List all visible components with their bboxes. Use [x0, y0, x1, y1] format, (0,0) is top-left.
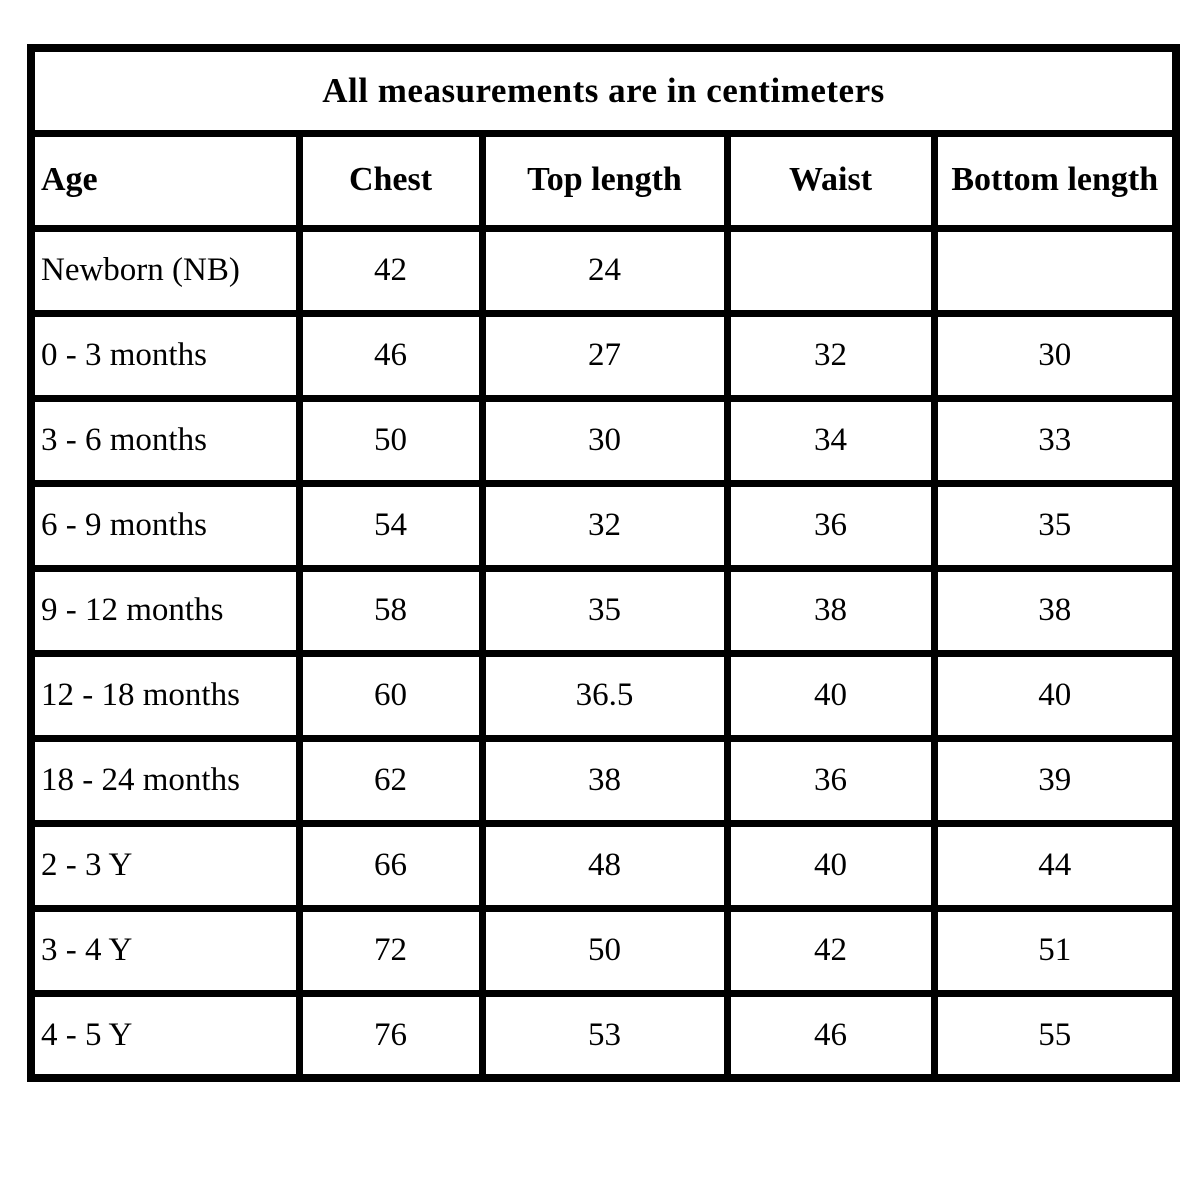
chest-value: 72 — [295, 904, 486, 997]
age-label: Newborn (NB) — [27, 224, 303, 317]
top-length-value: 36.5 — [478, 649, 731, 742]
age-label: 12 - 18 months — [27, 649, 303, 742]
waist-value: 42 — [723, 904, 938, 997]
waist-value: 40 — [723, 819, 938, 912]
chest-value: 76 — [295, 989, 486, 1082]
waist-value: 36 — [723, 734, 938, 827]
waist-value: 34 — [723, 394, 938, 487]
bottom-length-value: 44 — [930, 819, 1180, 912]
bottom-length-value: 39 — [930, 734, 1180, 827]
chest-value: 50 — [295, 394, 486, 487]
age-label: 9 - 12 months — [27, 564, 303, 657]
column-header-waist: Waist — [723, 129, 938, 232]
top-length-value: 53 — [478, 989, 731, 1082]
table-row-0-3-months: 0 - 3 months 46 27 32 30 — [27, 309, 1180, 402]
top-length-value: 24 — [478, 224, 731, 317]
column-header-bottom-length: Bottom length — [930, 129, 1180, 232]
top-length-value: 38 — [478, 734, 731, 827]
age-label: 2 - 3 Y — [27, 819, 303, 912]
size-chart-table: All measurements are in centimeters Age … — [27, 44, 1181, 1082]
chest-value: 66 — [295, 819, 486, 912]
age-label: 18 - 24 months — [27, 734, 303, 827]
bottom-length-value: 30 — [930, 309, 1180, 402]
age-label: 4 - 5 Y — [27, 989, 303, 1082]
chest-value: 58 — [295, 564, 486, 657]
bottom-length-value: 51 — [930, 904, 1180, 997]
waist-value: 32 — [723, 309, 938, 402]
waist-value — [723, 224, 938, 317]
top-length-value: 35 — [478, 564, 731, 657]
age-label: 3 - 4 Y — [27, 904, 303, 997]
waist-value: 46 — [723, 989, 938, 1082]
table-title: All measurements are in centimeters — [27, 44, 1180, 137]
waist-value: 40 — [723, 649, 938, 742]
table-row-2-3-y: 2 - 3 Y 66 48 40 44 — [27, 819, 1180, 912]
age-label: 0 - 3 months — [27, 309, 303, 402]
waist-value: 38 — [723, 564, 938, 657]
bottom-length-value — [930, 224, 1180, 317]
header-row: Age Chest Top length Waist Bottom length — [27, 129, 1180, 232]
top-length-value: 48 — [478, 819, 731, 912]
table-row-3-6-months: 3 - 6 months 50 30 34 33 — [27, 394, 1180, 487]
column-header-top-length: Top length — [478, 129, 731, 232]
bottom-length-value: 38 — [930, 564, 1180, 657]
table-row-newborn: Newborn (NB) 42 24 — [27, 224, 1180, 317]
table-row-9-12-months: 9 - 12 months 58 35 38 38 — [27, 564, 1180, 657]
title-row: All measurements are in centimeters — [27, 44, 1180, 137]
top-length-value: 30 — [478, 394, 731, 487]
bottom-length-value: 40 — [930, 649, 1180, 742]
table-row-4-5-y: 4 - 5 Y 76 53 46 55 — [27, 989, 1180, 1082]
age-label: 3 - 6 months — [27, 394, 303, 487]
waist-value: 36 — [723, 479, 938, 572]
column-header-age: Age — [27, 129, 303, 232]
top-length-value: 32 — [478, 479, 731, 572]
top-length-value: 50 — [478, 904, 731, 997]
bottom-length-value: 35 — [930, 479, 1180, 572]
table-row-6-9-months: 6 - 9 months 54 32 36 35 — [27, 479, 1180, 572]
chest-value: 54 — [295, 479, 486, 572]
table-row-3-4-y: 3 - 4 Y 72 50 42 51 — [27, 904, 1180, 997]
chest-value: 42 — [295, 224, 486, 317]
chest-value: 46 — [295, 309, 486, 402]
chest-value: 62 — [295, 734, 486, 827]
bottom-length-value: 33 — [930, 394, 1180, 487]
column-header-chest: Chest — [295, 129, 486, 232]
table-row-18-24-months: 18 - 24 months 62 38 36 39 — [27, 734, 1180, 827]
table-row-12-18-months: 12 - 18 months 60 36.5 40 40 — [27, 649, 1180, 742]
bottom-length-value: 55 — [930, 989, 1180, 1082]
chest-value: 60 — [295, 649, 486, 742]
age-label: 6 - 9 months — [27, 479, 303, 572]
top-length-value: 27 — [478, 309, 731, 402]
